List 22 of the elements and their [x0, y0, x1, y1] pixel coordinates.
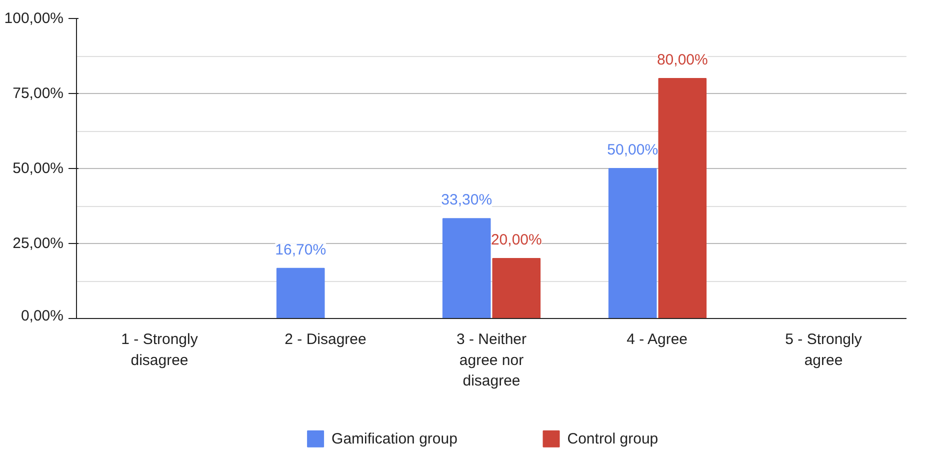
data-label: 33,30%: [441, 192, 492, 209]
y-tick-label: 50,00%: [12, 160, 64, 177]
y-tick-label: 75,00%: [12, 85, 64, 102]
x-tick-label: 4 - Agree: [626, 331, 688, 348]
x-tick-label: 2 - Disagree: [284, 331, 366, 348]
legend-label: Control group: [567, 430, 658, 448]
x-tick-label: 3 - Neither agree nor disagree: [456, 331, 527, 390]
y-tick-label: 25,00%: [12, 235, 64, 252]
bar: [658, 78, 707, 318]
data-label: 16,70%: [275, 241, 326, 258]
y-tick-label: 100,00%: [4, 10, 64, 27]
bar: [442, 218, 491, 318]
data-label: 50,00%: [607, 142, 658, 158]
x-tick-label: 5 - Strongly agree: [785, 331, 862, 369]
bar: [608, 168, 657, 318]
bar: [276, 268, 325, 318]
y-tick-label: 0,00%: [20, 308, 64, 324]
bar: [492, 258, 541, 318]
data-label: 80,00%: [656, 52, 708, 68]
legend-label: Gamification group: [332, 430, 458, 448]
x-tick-label: 1 - Strongly disagree: [121, 331, 198, 369]
data-label: 20,00%: [490, 232, 542, 248]
